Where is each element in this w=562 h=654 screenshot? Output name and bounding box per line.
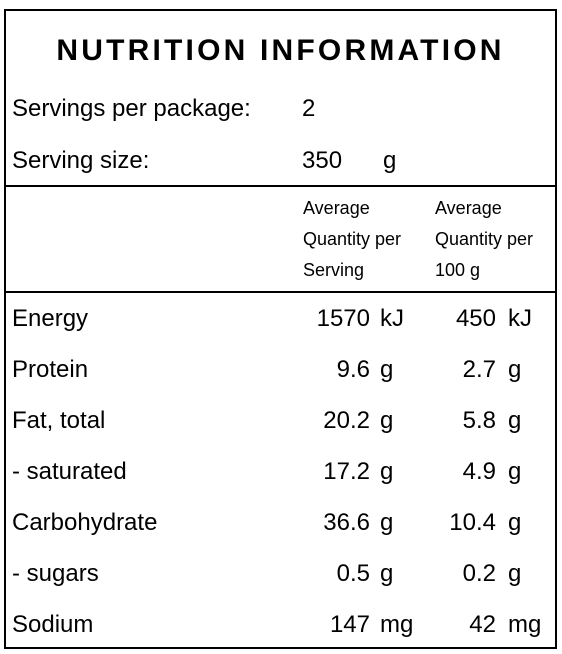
per-serving-unit: g (380, 560, 394, 587)
per-serving-value: 20.2 (323, 407, 370, 434)
per-serving-value: 36.6 (323, 509, 370, 536)
per-100g-value: 2.7 (462, 356, 496, 383)
nutrition-panel: NUTRITION INFORMATION Servings per packa… (4, 9, 557, 649)
servings-value: 2 (302, 95, 316, 122)
column-header-per-100g-line-2: Quantity per (435, 229, 534, 249)
nutrient-name: Fat, total (12, 407, 106, 434)
column-header-per-serving-line-3: Serving (303, 260, 365, 280)
per-serving-value: 1570 (316, 305, 370, 332)
per-serving-unit: mg (380, 611, 414, 638)
per-100g-value: 0.2 (462, 560, 496, 587)
per-serving-value: 0.5 (336, 560, 370, 587)
header-divider (6, 185, 555, 187)
per-serving-value: 147 (329, 611, 370, 638)
column-header-per-100g-line-3: 100 g (435, 260, 481, 280)
per-100g-unit: g (508, 560, 522, 587)
per-100g-unit: g (508, 509, 522, 536)
per-serving-value: 17.2 (323, 458, 370, 485)
per-100g-value: 450 (455, 305, 496, 332)
servings-label: Servings per package: (12, 95, 251, 122)
serving-size-unit: g (383, 147, 397, 174)
column-header-per-serving-line-1: Average (303, 198, 370, 218)
nutrient-name: Carbohydrate (12, 509, 158, 536)
per-serving-value: 9.6 (336, 356, 370, 383)
per-100g-value: 5.8 (462, 407, 496, 434)
per-serving-unit: g (380, 407, 394, 434)
nutrient-name: Protein (12, 356, 89, 383)
column-header-per-serving-line-2: Quantity per (303, 229, 402, 249)
nutrient-name: - sugars (12, 560, 99, 587)
per-100g-unit: g (508, 356, 522, 383)
per-100g-unit: g (508, 458, 522, 485)
nutrient-name: Sodium (12, 611, 94, 638)
per-100g-unit: mg (508, 611, 542, 638)
nutrient-name: - saturated (12, 458, 127, 485)
panel-title: NUTRITION INFORMATION (56, 34, 505, 67)
per-100g-value: 42 (469, 611, 496, 638)
per-100g-value: 10.4 (449, 509, 496, 536)
per-serving-unit: g (380, 356, 394, 383)
per-100g-value: 4.9 (462, 458, 496, 485)
per-serving-unit: g (380, 458, 394, 485)
column-header-per-100g-line-1: Average (435, 198, 502, 218)
per-100g-unit: kJ (508, 305, 532, 332)
nutrient-name: Energy (12, 305, 89, 332)
per-100g-unit: g (508, 407, 522, 434)
serving-size-label: Serving size: (12, 147, 150, 174)
serving-size-value: 350 (302, 147, 343, 174)
per-serving-unit: g (380, 509, 394, 536)
table-divider (6, 291, 555, 293)
per-serving-unit: kJ (380, 305, 404, 332)
